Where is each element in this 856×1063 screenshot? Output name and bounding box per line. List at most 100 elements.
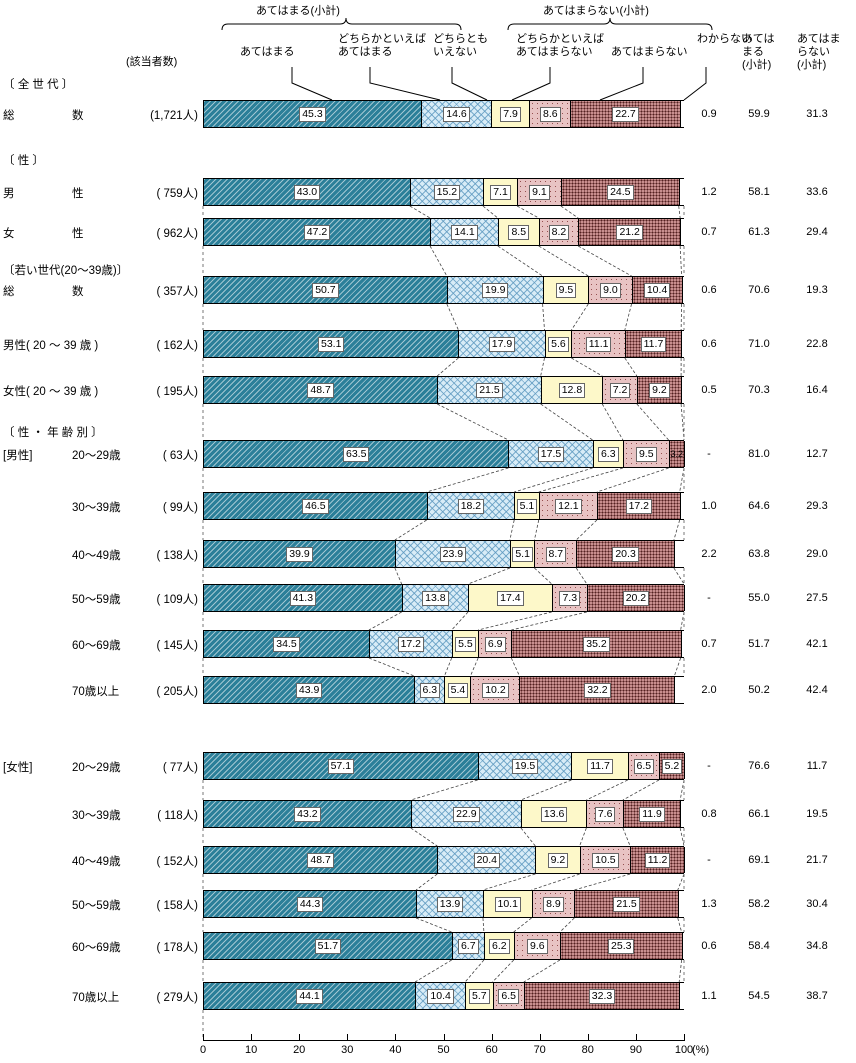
agree-total-value-7: 64.6 — [748, 500, 770, 512]
axis-tick-30 — [347, 1034, 349, 1041]
bar-value-label: 8.5 — [508, 224, 530, 240]
bar-value-label: 11.1 — [585, 336, 612, 352]
row-category-6: 20〜29歳 — [72, 450, 121, 462]
stacked-bar-4: 53.1 17.9 5.6 11.1 11.7 — [203, 330, 685, 358]
bar-segment-13-s2: 22.9 — [411, 801, 522, 827]
bar-segment-15-s2: 13.9 — [417, 891, 484, 917]
axis-tick-label-0: 0 — [199, 1044, 207, 1056]
bar-value-label: 9.0 — [600, 282, 621, 298]
stacked-bar-10: 34.5 17.2 5.5 6.9 35.2 — [203, 630, 685, 658]
legend-label-1-line1: あてはまる — [338, 46, 393, 58]
axis-tick-label-30: 30 — [341, 1044, 354, 1056]
brace-lines — [221, 17, 713, 101]
legend-label-3-line0: どちらかといえば — [516, 33, 604, 45]
bar-segment-6-s2: 17.5 — [509, 441, 594, 467]
bar-value-label: 10.5 — [592, 852, 619, 868]
respondent-count-header: (該当者数) — [126, 56, 178, 68]
bar-value-label: 11.2 — [644, 852, 671, 868]
bar-value-label: 9.2 — [649, 382, 670, 398]
bar-segment-14-s4: 10.5 — [580, 847, 632, 873]
dont-know-value-9: - — [707, 592, 711, 604]
bar-value-label: 5.6 — [548, 336, 569, 352]
disagree-total-value-11: 42.4 — [806, 684, 828, 696]
bar-segment-14-s1: 48.7 — [204, 847, 439, 873]
row-respondent-count-7: ( 99人) — [162, 502, 198, 514]
right-col-header-disagree-line0: あてはま — [797, 33, 841, 45]
bar-value-label: 7.6 — [594, 806, 616, 822]
row-category-1: 性 — [72, 188, 84, 200]
agree-total-value-6: 81.0 — [748, 448, 770, 460]
bar-segment-12-s4: 6.5 — [628, 753, 660, 779]
bar-value-label: 8.6 — [539, 106, 561, 122]
row-respondent-count-9: ( 109人) — [156, 594, 198, 606]
row-respondent-count-15: ( 158人) — [156, 900, 198, 912]
bar-value-label: 8.2 — [548, 224, 570, 240]
row-respondent-count-17: ( 279人) — [156, 992, 198, 1004]
legend-label-0-line0: あてはまる — [240, 46, 295, 58]
bar-segment-11-s6 — [675, 677, 685, 703]
legend-label-4-line0: あてはまらない — [611, 46, 688, 58]
bar-segment-3-s5: 10.4 — [632, 277, 683, 303]
bar-segment-10-s2: 17.2 — [369, 631, 453, 657]
bar-segment-13-s3: 13.6 — [521, 801, 588, 827]
row-respondent-count-16: ( 178人) — [156, 942, 198, 954]
row-respondent-count-2: ( 962人) — [156, 228, 198, 240]
bar-value-label: 14.1 — [451, 224, 478, 240]
dont-know-value-3: 0.6 — [701, 284, 717, 296]
bar-value-label: 21.2 — [616, 224, 643, 240]
dont-know-value-8: 2.2 — [701, 548, 717, 560]
right-col-header-disagree: あてはま らない (小計) — [797, 33, 841, 72]
bar-value-label: 8.7 — [545, 546, 567, 562]
legend-label-5-line0: わからない — [697, 33, 752, 45]
bar-segment-8-s6 — [674, 541, 686, 567]
bar-segment-5-s1: 48.7 — [204, 377, 439, 403]
dont-know-value-4: 0.6 — [701, 338, 717, 350]
bar-segment-1-s6 — [679, 179, 686, 205]
disagree-total-value-15: 30.4 — [806, 898, 828, 910]
agree-total-value-16: 58.4 — [748, 940, 770, 952]
axis-tick-label-40: 40 — [389, 1044, 402, 1056]
agree-total-value-14: 69.1 — [748, 854, 770, 866]
bar-segment-17-s2: 10.4 — [416, 983, 467, 1009]
group-title-0: 〔 全 世 代 〕 — [3, 79, 74, 91]
row-category-9: 50〜59歳 — [72, 594, 121, 606]
axis-tick-10 — [251, 1034, 253, 1041]
axis-tick-label-10: 10 — [244, 1044, 258, 1056]
bar-value-label: 46.5 — [302, 498, 329, 514]
bar-segment-17-s6 — [680, 983, 686, 1009]
bar-value-label: 17.2 — [625, 498, 653, 514]
axis-tick-20 — [299, 1034, 301, 1041]
disagree-total-value-2: 29.4 — [806, 226, 828, 238]
bar-segment-3-s4: 9.0 — [589, 277, 633, 303]
bar-segment-4-s4: 11.1 — [572, 331, 626, 357]
bar-value-label: 15.2 — [433, 184, 461, 200]
bar-value-label: 20.3 — [612, 546, 639, 562]
bar-segment-15-s6 — [678, 891, 685, 917]
row-category-15: 50〜59歳 — [72, 900, 121, 912]
agree-total-value-8: 63.8 — [748, 548, 770, 560]
bar-value-label: 22.9 — [453, 806, 480, 822]
bar-segment-16-s1: 51.7 — [204, 933, 453, 959]
bar-segment-10-s6 — [681, 631, 685, 657]
dont-know-value-10: 0.7 — [701, 638, 717, 650]
bar-value-label: 35.2 — [583, 636, 610, 652]
bar-segment-16-s4: 9.6 — [514, 933, 561, 959]
bar-value-label: 34.5 — [273, 636, 300, 652]
axis-tick-60 — [491, 1034, 493, 1041]
legend-label-5: わからない — [697, 33, 752, 46]
dont-know-value-1: 1.2 — [701, 186, 717, 198]
dont-know-value-6: - — [707, 448, 711, 460]
bar-segment-6-s4: 9.5 — [623, 441, 670, 467]
right-col-header-agree-line0: あては — [742, 33, 775, 45]
bar-value-label: 14.6 — [443, 106, 470, 122]
row-category-10: 60〜69歳 — [72, 640, 121, 652]
bar-segment-0-s3: 7.9 — [492, 101, 531, 127]
bar-value-label: 48.7 — [307, 382, 334, 398]
bar-segment-4-s1: 53.1 — [204, 331, 460, 357]
row-category-8: 40〜49歳 — [72, 550, 121, 562]
row-category-17: 70歳以上 — [72, 992, 120, 1004]
row-name-12: [女性] — [3, 762, 33, 774]
legend-label-1: どちらかといえば あてはまる — [338, 33, 426, 59]
bar-segment-11-s3: 5.4 — [445, 677, 472, 703]
bar-value-label: 13.6 — [540, 806, 568, 822]
